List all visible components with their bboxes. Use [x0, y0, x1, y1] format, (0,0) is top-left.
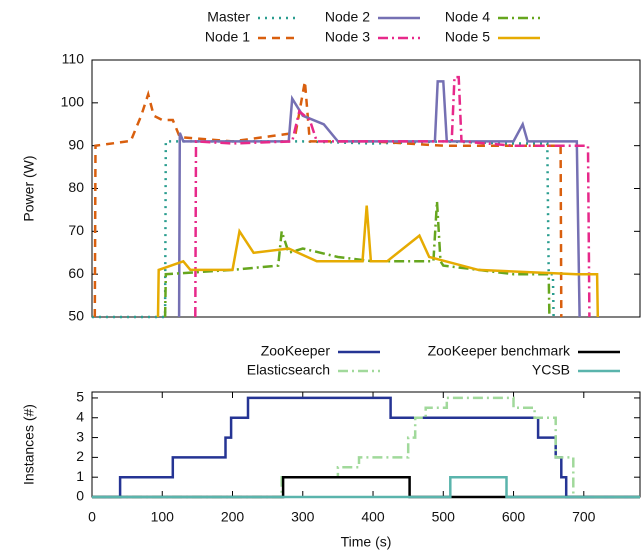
- x-tick-label: 400: [361, 509, 385, 525]
- series-line: [177, 80, 581, 318]
- legend-label: Node 5: [445, 29, 490, 45]
- y-tick-label: 80: [68, 179, 84, 195]
- y-tick-label: 5: [76, 389, 84, 405]
- plot-frame: [91, 391, 641, 498]
- series-line: [156, 205, 600, 318]
- y-tick-label: 4: [76, 408, 84, 424]
- y-tick-label: 2: [76, 448, 84, 464]
- legend-label: ZooKeeper: [261, 343, 331, 359]
- legend-label: YCSB: [532, 362, 570, 378]
- series-line: [92, 140, 555, 319]
- legend-label: Elasticsearch: [247, 362, 330, 378]
- y-tick-label: 70: [68, 222, 84, 238]
- y-tick-label: 110: [62, 51, 85, 67]
- y-tick-label: 60: [68, 265, 84, 281]
- y-axis-label: Instances (#): [21, 404, 37, 485]
- y-tick-label: 3: [76, 428, 84, 444]
- y-axis-label: Power (W): [21, 155, 37, 221]
- y-tick-label: 1: [76, 468, 84, 484]
- series-line: [92, 396, 640, 499]
- legend-label: Node 2: [325, 9, 370, 25]
- series-line: [194, 75, 591, 318]
- y-tick-label: 0: [76, 488, 84, 504]
- x-tick-label: 600: [502, 509, 526, 525]
- x-tick-label: 500: [432, 509, 456, 525]
- y-tick-label: 100: [61, 94, 85, 110]
- series-line: [92, 396, 640, 499]
- plot-frame: [91, 59, 641, 318]
- series-line: [92, 475, 640, 499]
- x-tick-label: 0: [88, 509, 96, 525]
- series-line: [163, 201, 551, 318]
- x-tick-label: 200: [221, 509, 245, 525]
- x-tick-label: 100: [151, 509, 175, 525]
- x-axis-label: Time (s): [341, 534, 392, 550]
- series-line: [92, 475, 640, 499]
- y-tick-label: 50: [68, 308, 84, 324]
- y-tick-label: 90: [68, 136, 84, 152]
- legend-label: ZooKeeper benchmark: [428, 343, 571, 359]
- legend-label: Node 4: [445, 9, 490, 25]
- legend-label: Master: [207, 9, 250, 25]
- x-tick-label: 300: [291, 509, 315, 525]
- legend-label: Node 1: [205, 29, 250, 45]
- legend-label: Node 3: [325, 29, 370, 45]
- x-tick-label: 700: [572, 509, 596, 525]
